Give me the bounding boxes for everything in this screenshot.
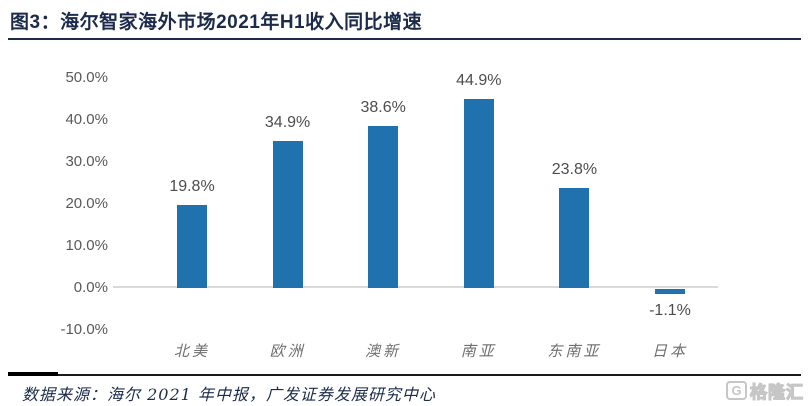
zero-gridline xyxy=(113,286,718,288)
x-axis-category-label: 澳新 xyxy=(365,342,402,360)
bar-value-label: 38.6% xyxy=(360,98,406,116)
gelonghui-logo-text: 格隆汇 xyxy=(749,382,804,402)
x-axis-category-label: 东南亚 xyxy=(547,342,602,360)
bar-value-label: 34.9% xyxy=(264,114,311,132)
y-axis-tick-label: 30.0% xyxy=(65,153,108,170)
footer-divider xyxy=(8,374,801,376)
x-axis-category-label: 日本 xyxy=(651,342,688,360)
y-axis-tick-label: -10.0% xyxy=(60,321,108,338)
bar xyxy=(559,188,590,288)
bar xyxy=(272,141,303,288)
gelonghui-g-icon: G xyxy=(726,381,747,400)
y-axis-tick-label: 50.0% xyxy=(65,69,108,86)
bar-value-label: 19.8% xyxy=(169,177,215,195)
x-axis-category-label: 南亚 xyxy=(460,342,497,360)
y-axis-tick-label: 10.0% xyxy=(65,237,108,254)
x-axis-category-label: 北美 xyxy=(173,342,210,360)
bar xyxy=(368,125,399,288)
y-axis-tick-label: 20.0% xyxy=(65,195,108,212)
title-divider xyxy=(8,38,801,40)
gelonghui-logo: G 格隆汇 xyxy=(726,378,804,403)
bar xyxy=(463,99,494,288)
bar-value-label: -1.1% xyxy=(649,301,691,319)
bar xyxy=(177,204,207,288)
bar xyxy=(655,289,685,294)
footer-divider-accent xyxy=(8,372,58,376)
figure-title: 图3：海尔智家海外市场2021年H1收入同比增速 xyxy=(10,12,423,33)
data-source-note: 数据来源：海尔 2021 年中报，广发证券发展研究中心 xyxy=(22,385,436,404)
bar-value-label: 23.8% xyxy=(551,161,598,179)
y-axis-tick-label: 0.0% xyxy=(73,279,108,296)
y-axis-tick-label: 40.0% xyxy=(65,111,108,128)
x-axis-category-label: 欧洲 xyxy=(269,342,306,360)
bar-value-label: 44.9% xyxy=(456,72,502,90)
